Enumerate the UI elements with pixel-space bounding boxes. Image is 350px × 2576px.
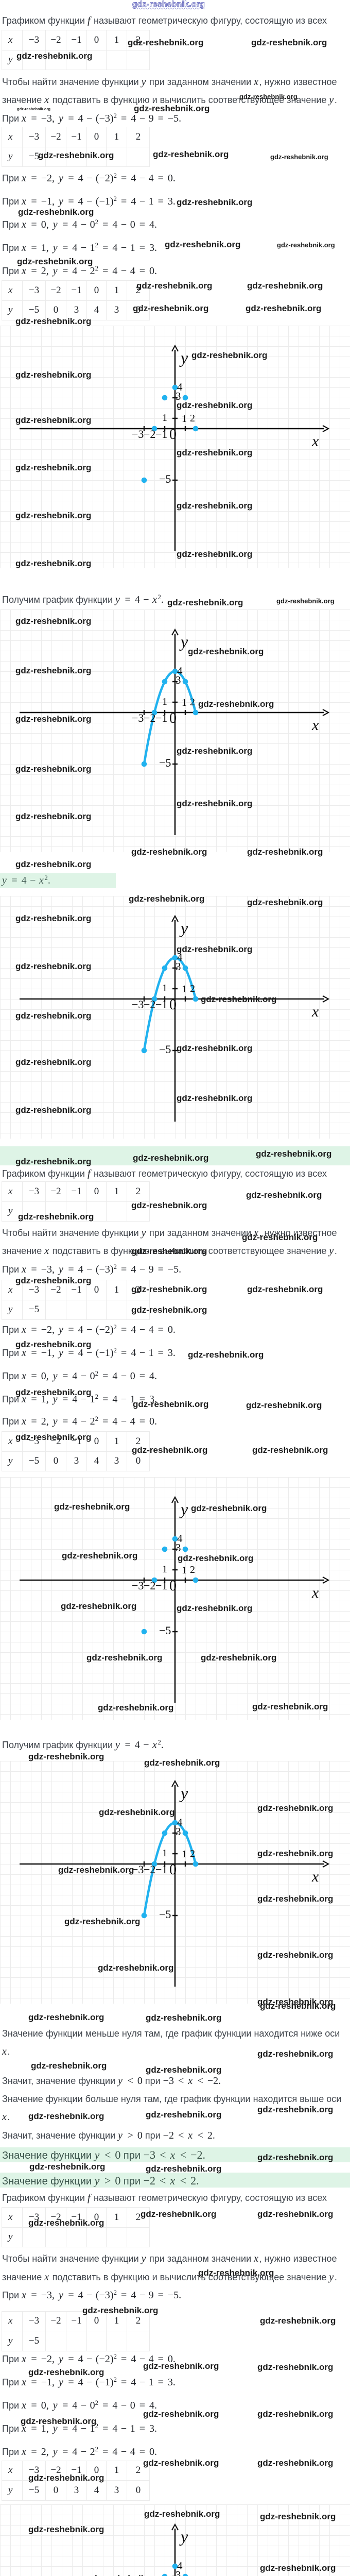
svg-text:y: y bbox=[179, 1500, 188, 1518]
svg-text:−3: −3 bbox=[132, 711, 144, 724]
svg-text:−1: −1 bbox=[155, 1863, 167, 1876]
svg-text:0: 0 bbox=[169, 1578, 177, 1594]
svg-text:4: 4 bbox=[177, 665, 183, 677]
svg-text:0: 0 bbox=[169, 710, 177, 726]
svg-text:3: 3 bbox=[176, 1541, 181, 1554]
svg-text:2: 2 bbox=[190, 1848, 195, 1859]
svg-text:−5: −5 bbox=[159, 1043, 171, 1056]
svg-text:1: 1 bbox=[182, 697, 187, 708]
svg-text:1: 1 bbox=[182, 1849, 187, 1860]
svg-text:4: 4 bbox=[177, 1532, 183, 1545]
svg-text:−5: −5 bbox=[159, 1624, 171, 1637]
svg-text:4: 4 bbox=[177, 1816, 183, 1828]
svg-text:−5: −5 bbox=[159, 472, 171, 485]
svg-text:−1: −1 bbox=[155, 428, 167, 440]
svg-text:−3: −3 bbox=[132, 1863, 144, 1876]
svg-text:−5: −5 bbox=[159, 756, 171, 769]
svg-text:1: 1 bbox=[162, 696, 167, 707]
svg-text:x: x bbox=[311, 1003, 319, 1020]
svg-text:−3: −3 bbox=[132, 1579, 144, 1592]
svg-text:y: y bbox=[179, 348, 188, 367]
svg-text:3: 3 bbox=[176, 960, 181, 973]
svg-text:0: 0 bbox=[169, 997, 177, 1013]
svg-text:x: x bbox=[311, 1584, 319, 1601]
svg-text:y: y bbox=[179, 919, 188, 937]
svg-text:−1: −1 bbox=[155, 998, 167, 1011]
svg-text:4: 4 bbox=[177, 2560, 183, 2572]
svg-text:1: 1 bbox=[162, 1564, 167, 1575]
svg-text:−2: −2 bbox=[144, 1863, 155, 1876]
svg-text:1: 1 bbox=[162, 412, 167, 423]
svg-text:x: x bbox=[311, 433, 319, 450]
svg-text:−2: −2 bbox=[144, 998, 155, 1011]
svg-text:−5: −5 bbox=[159, 1908, 171, 1921]
svg-text:4: 4 bbox=[177, 951, 183, 963]
svg-text:3: 3 bbox=[176, 2569, 181, 2576]
svg-text:3: 3 bbox=[176, 674, 181, 686]
svg-text:−3: −3 bbox=[132, 998, 144, 1011]
svg-text:4: 4 bbox=[177, 381, 183, 393]
svg-text:x: x bbox=[311, 717, 319, 734]
svg-text:2: 2 bbox=[190, 413, 195, 424]
svg-text:1: 1 bbox=[162, 982, 167, 994]
svg-text:y: y bbox=[179, 632, 188, 651]
svg-text:1: 1 bbox=[162, 1848, 167, 1859]
svg-text:1: 1 bbox=[182, 1565, 187, 1576]
svg-text:−2: −2 bbox=[144, 711, 155, 724]
svg-text:1: 1 bbox=[182, 984, 187, 995]
svg-text:−1: −1 bbox=[155, 711, 167, 724]
svg-text:2: 2 bbox=[190, 1564, 195, 1575]
svg-text:0: 0 bbox=[169, 427, 177, 443]
svg-text:y: y bbox=[179, 2527, 188, 2546]
svg-text:2: 2 bbox=[190, 983, 195, 994]
svg-text:2: 2 bbox=[190, 697, 195, 708]
svg-text:3: 3 bbox=[176, 1825, 181, 1838]
svg-text:1: 1 bbox=[182, 413, 187, 425]
svg-text:−3: −3 bbox=[132, 428, 144, 440]
svg-text:x: x bbox=[311, 1868, 319, 1885]
svg-text:−1: −1 bbox=[155, 1579, 167, 1592]
svg-text:y: y bbox=[179, 1784, 188, 1802]
svg-text:0: 0 bbox=[169, 1862, 177, 1878]
svg-text:−2: −2 bbox=[144, 1579, 155, 1592]
svg-text:3: 3 bbox=[176, 390, 181, 402]
svg-text:−2: −2 bbox=[144, 428, 155, 440]
